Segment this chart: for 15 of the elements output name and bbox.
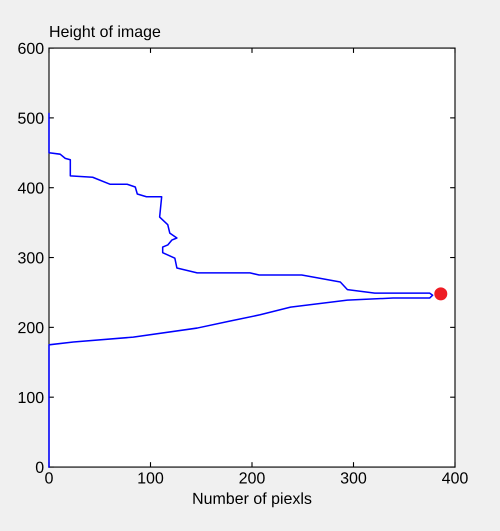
y-tick-label: 0 — [36, 462, 44, 473]
x-tick-label: 400 — [442, 472, 468, 484]
x-tick-label: 300 — [340, 472, 366, 484]
y-tick-label: 300 — [18, 252, 44, 264]
chart-title: Height of image — [50, 25, 160, 40]
line-series — [48, 112, 434, 468]
y-tick-label: 100 — [18, 392, 44, 404]
x-tick-label: 0 — [45, 472, 53, 484]
y-tick-label: 600 — [18, 42, 44, 54]
x-tick-label: 100 — [138, 472, 164, 484]
y-tick-label: 400 — [18, 182, 44, 194]
x-tick-label: 200 — [239, 472, 265, 484]
x-axis-title: Number of piexls — [193, 492, 312, 508]
y-tick-label: 200 — [18, 322, 44, 334]
y-tick-label: 500 — [18, 112, 44, 124]
